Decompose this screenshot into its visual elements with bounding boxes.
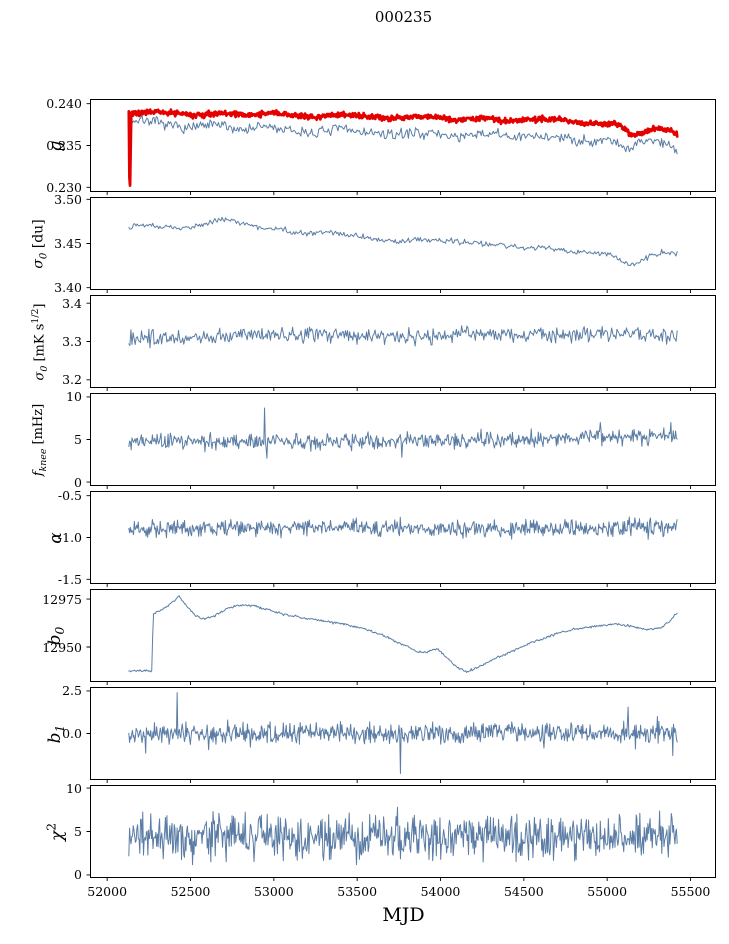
y-tick-label-chi2-0: 0	[74, 867, 82, 883]
x-tick-label-3: 53500	[337, 884, 378, 899]
chart-title: 000235	[374, 8, 433, 26]
y-tick-label-sigma0-mk-1: 3.3	[62, 334, 82, 349]
y-axis-label-part: 0	[38, 252, 50, 260]
plot-area-g	[85, 99, 717, 198]
y-tick-label-fknee-0: 0	[74, 474, 82, 490]
y-axis-label-part: knee	[37, 448, 49, 472]
y-tick-label-b1-1: 2.5	[62, 683, 82, 699]
y-tick-label-fknee-1: 5	[74, 432, 82, 447]
x-tick-label-1: 52500	[170, 884, 211, 899]
y-tick-label-b1-0: 0.0	[62, 726, 82, 741]
plot-area-alpha	[85, 491, 717, 590]
y-tick-label-b0-0: 12950	[42, 639, 82, 655]
y-tick-label-b0-1: 12975	[42, 591, 82, 607]
y-tick-label-g-2: 0.240	[46, 96, 82, 112]
plot-area-fknee	[85, 393, 717, 492]
plot-area-b0	[85, 589, 717, 688]
y-tick-label-sigma0-mk-2: 3.4	[62, 295, 82, 311]
x-tick-label-4: 54000	[420, 884, 461, 899]
y-tick-label-sigma0-du-2: 3.50	[54, 191, 82, 207]
x-tick-label-0: 52000	[87, 884, 128, 899]
x-tick-label-7: 55500	[670, 884, 711, 899]
plot-area-chi2	[85, 785, 717, 884]
x-tick-label-5: 54500	[503, 884, 544, 899]
y-tick-label-alpha-1: -1.0	[57, 530, 82, 545]
x-tick-label-2: 53000	[253, 884, 294, 899]
plot-area-sigma0-mk	[85, 295, 717, 394]
y-tick-label-alpha-2: -0.5	[57, 488, 82, 504]
y-tick-label-alpha-0: -1.5	[57, 571, 82, 587]
y-axis-label-part: 0	[53, 626, 68, 635]
y-axis-label-part: σ	[30, 259, 47, 269]
x-tick-label-6: 55000	[587, 884, 628, 899]
y-tick-label-sigma0-du-1: 3.45	[54, 236, 82, 251]
y-tick-label-sigma0-mk-0: 3.2	[62, 372, 82, 388]
plot-area-b1	[85, 687, 717, 786]
y-tick-label-g-1: 0.235	[46, 138, 82, 153]
plot-area-sigma0-du	[85, 197, 717, 296]
x-axis-label: MJD	[382, 904, 425, 926]
y-tick-label-sigma0-du-0: 3.40	[54, 280, 82, 296]
y-tick-label-g-0: 0.230	[46, 179, 82, 195]
y-axis-label-part: 0	[38, 365, 50, 372]
y-tick-label-chi2-2: 10	[66, 780, 82, 796]
y-tick-label-fknee-2: 10	[66, 389, 82, 405]
y-tick-label-chi2-1: 5	[74, 824, 82, 839]
